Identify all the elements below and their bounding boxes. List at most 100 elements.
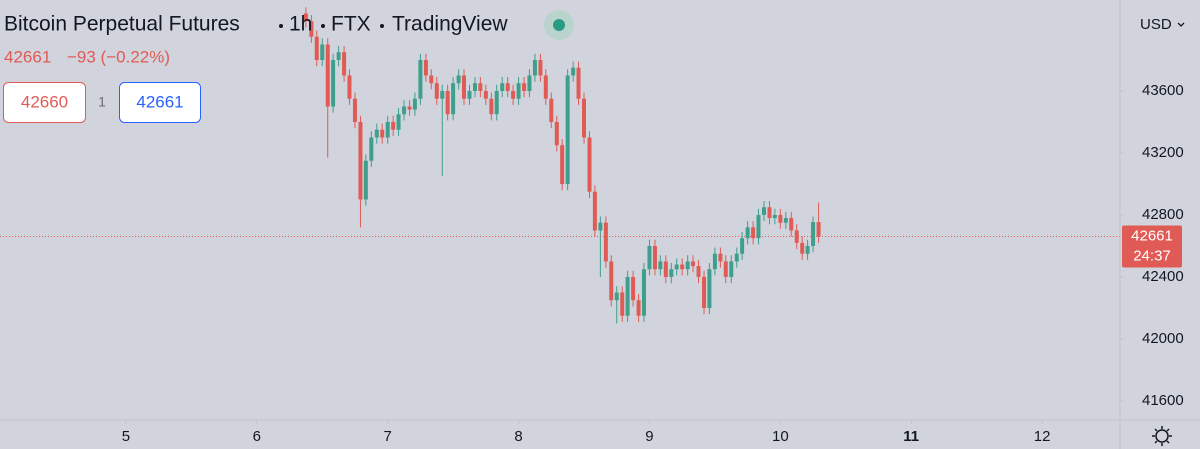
candle-body — [352, 98, 357, 122]
candle-body — [369, 137, 374, 161]
candle-body — [696, 266, 701, 277]
candle-body — [549, 98, 554, 122]
candle-body — [560, 145, 565, 184]
candle-body — [620, 292, 625, 316]
candle-body — [505, 83, 510, 91]
candle-body — [440, 90, 445, 99]
candle-body — [478, 83, 483, 91]
x-tick-label: 5 — [122, 428, 130, 445]
candle-body — [658, 261, 663, 270]
candle-body — [740, 238, 745, 254]
candle-body — [325, 44, 330, 107]
candle-body — [412, 98, 417, 110]
candle-body — [816, 222, 821, 237]
candle-body — [396, 114, 401, 130]
ask-price[interactable]: 42661 — [136, 92, 183, 111]
candle-body — [685, 261, 690, 270]
candle-body — [472, 83, 477, 91]
candle-body — [723, 261, 728, 277]
candle-body — [587, 137, 592, 192]
candle-body — [631, 276, 636, 301]
candle-body — [592, 191, 597, 231]
candle-body — [647, 245, 652, 270]
candle-body — [538, 59, 543, 76]
x-tick-label: 11 — [903, 428, 919, 445]
x-tick-label: 7 — [384, 428, 392, 445]
candle-body — [543, 75, 548, 99]
candle-body — [489, 98, 494, 115]
gear[interactable] — [1155, 429, 1169, 443]
bid-price[interactable]: 42660 — [21, 92, 68, 111]
candle-body — [663, 261, 668, 277]
y-tick-label: 42000 — [1142, 330, 1184, 347]
y-tick-label: 41600 — [1142, 392, 1184, 409]
y-tick-label: 43200 — [1142, 144, 1184, 161]
candle-body — [712, 253, 717, 270]
candle-body — [402, 106, 407, 115]
buy-button[interactable] — [119, 82, 201, 123]
candle-body — [331, 59, 336, 107]
candle-body — [445, 90, 450, 115]
candle-body — [494, 90, 499, 115]
candle-body — [652, 245, 657, 270]
candle-body — [691, 261, 696, 267]
gear-teeth[interactable] — [1152, 426, 1172, 446]
candle-body — [756, 214, 761, 239]
candle-body — [385, 121, 390, 138]
separator — [380, 24, 384, 28]
candle-body — [374, 129, 379, 138]
candle-body — [636, 300, 641, 316]
candle-body — [467, 90, 472, 99]
candle-body — [358, 121, 363, 200]
candle-body — [391, 121, 396, 130]
candle-body — [805, 245, 810, 254]
exchange: FTX — [331, 13, 371, 36]
candle-body — [429, 75, 434, 84]
candle-body — [718, 253, 723, 262]
candle-body — [342, 52, 347, 76]
candle-body — [363, 160, 368, 200]
candle-body — [418, 59, 423, 99]
interval: 1h — [289, 13, 312, 36]
candle-body — [603, 222, 608, 262]
candle-body — [407, 106, 412, 110]
settings-icon[interactable] — [1152, 426, 1172, 446]
candle-body — [554, 121, 559, 146]
candle-body — [778, 214, 783, 223]
candle-body — [571, 67, 576, 76]
candle-body — [761, 207, 766, 215]
candle-body — [500, 83, 505, 91]
spread: 1 — [98, 94, 106, 110]
last-price-tag — [1122, 225, 1182, 268]
y-tick-label: 42800 — [1142, 206, 1184, 223]
candle-body — [783, 218, 788, 223]
candle-body — [516, 83, 521, 99]
candle-body — [303, 13, 308, 22]
candle-body — [707, 269, 712, 308]
candle-body — [532, 59, 537, 76]
candle-body — [641, 269, 646, 316]
candle-body — [751, 227, 756, 239]
candle-body — [576, 67, 581, 99]
x-tick-label: 12 — [1034, 428, 1051, 445]
currency-caret[interactable] — [1177, 22, 1185, 27]
candle-body — [527, 75, 532, 91]
candle-body — [669, 269, 674, 277]
candle-body — [702, 276, 707, 308]
candle-body — [522, 83, 527, 91]
x-tick-label: 9 — [645, 428, 653, 445]
candle-body — [609, 261, 614, 301]
candle-body — [314, 36, 319, 60]
sell-button[interactable] — [3, 82, 86, 123]
currency[interactable]: USD — [1140, 16, 1172, 33]
candle-body — [625, 276, 630, 316]
symbol-title: Bitcoin Perpetual Futures — [4, 13, 240, 36]
candle-body — [789, 218, 794, 231]
candle-body — [729, 261, 734, 277]
separator — [279, 24, 283, 28]
last-price: 42661 — [4, 47, 51, 66]
price-change: −93 (−0.22%) — [67, 47, 170, 66]
y-tick-label: 43600 — [1142, 82, 1184, 99]
